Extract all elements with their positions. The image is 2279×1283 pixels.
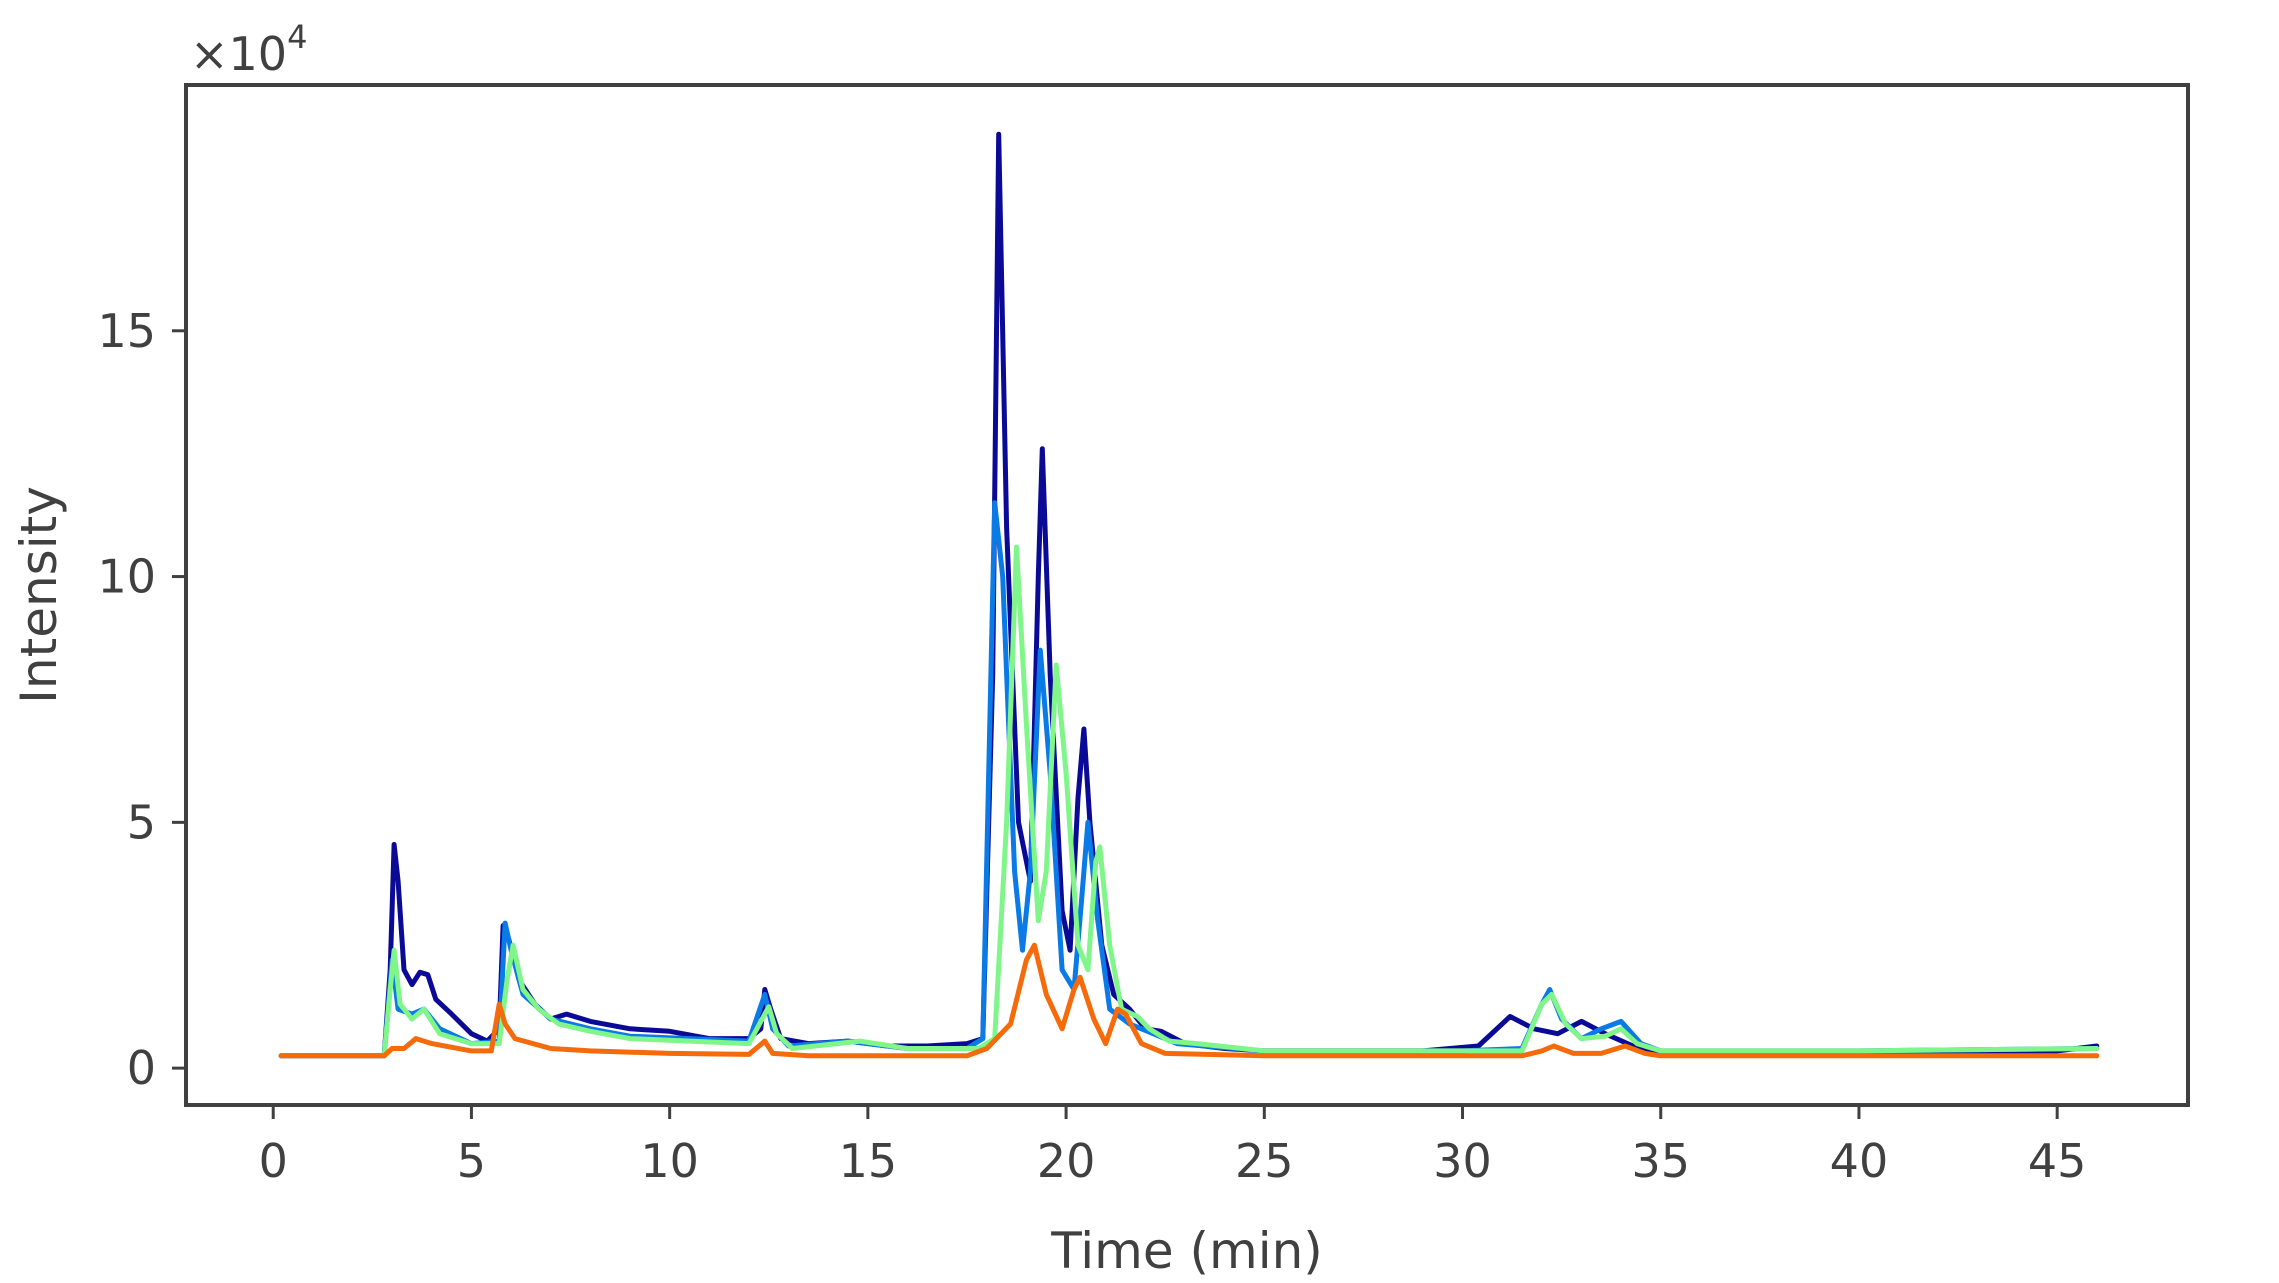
x-tick-label: 45 [2028, 1134, 2087, 1188]
y-tick-label: 15 [97, 304, 156, 358]
y-axis-multiplier-exponent: 4 [287, 18, 307, 56]
plot-frame [184, 83, 2190, 1107]
series-line-4 [278, 942, 2100, 1059]
x-tick-label: 25 [1235, 1134, 1294, 1188]
x-tick-label: 5 [457, 1134, 486, 1188]
series-layer [278, 131, 2100, 1059]
y-tick-label: 5 [127, 795, 156, 849]
x-tick-label: 40 [1830, 1134, 1889, 1188]
y-axis-multiplier-base: ×10 [190, 27, 287, 81]
y-axis-label: Intensity [10, 486, 68, 704]
x-tick-label: 10 [640, 1134, 699, 1188]
x-axis-label: Time (min) [1050, 1222, 1323, 1280]
x-tick-label: 15 [839, 1134, 898, 1188]
y-axis-ticks: 0 5 10 15 [97, 304, 186, 1095]
y-tick-label: 0 [127, 1041, 156, 1095]
x-tick-label: 30 [1433, 1134, 1492, 1188]
x-axis-ticks: 0 5 10 15 20 25 30 35 40 45 [259, 1105, 2087, 1188]
x-tick-label: 20 [1037, 1134, 1096, 1188]
y-tick-label: 10 [97, 550, 156, 604]
series-line-1 [278, 131, 2100, 1059]
series-line-3 [278, 544, 2100, 1059]
x-tick-label: 35 [1631, 1134, 1690, 1188]
x-tick-label: 0 [259, 1134, 288, 1188]
y-axis-multiplier: ×104 [190, 18, 307, 81]
series-line-2 [278, 500, 2100, 1059]
